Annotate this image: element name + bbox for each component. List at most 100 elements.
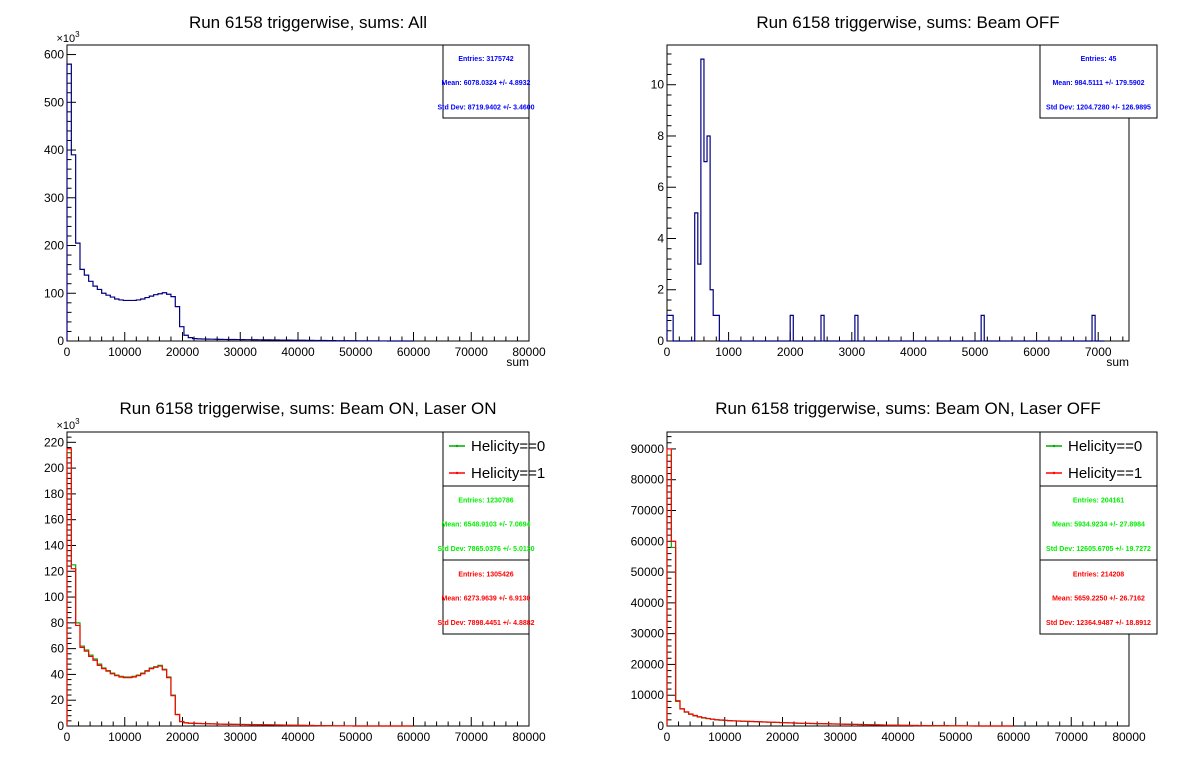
legend-box bbox=[1039, 431, 1158, 487]
x-tick-label: 70000 bbox=[455, 730, 489, 744]
y-tick-label: 2 bbox=[657, 283, 664, 297]
legend-marker bbox=[455, 471, 459, 475]
stats-mean: Mean: 6078.0324 +/- 4.8932 bbox=[442, 80, 531, 87]
histogram-series-2 bbox=[666, 448, 1014, 727]
y-tick-label: 200 bbox=[44, 461, 64, 475]
legend-box bbox=[442, 431, 530, 487]
x-tick-label: 50000 bbox=[339, 345, 373, 359]
y-tick-label: 160 bbox=[44, 513, 64, 527]
x-tick-label: 70000 bbox=[455, 345, 489, 359]
y-tick-label: 140 bbox=[44, 538, 64, 552]
y-tick-label: 0 bbox=[657, 334, 664, 348]
y-tick-label: 120 bbox=[44, 564, 64, 578]
x-axis-label: sum bbox=[506, 355, 529, 369]
x-tick-label: 30000 bbox=[224, 345, 258, 359]
x-tick-label: 10000 bbox=[708, 730, 742, 744]
stats-std: Std Dev: 7865.0376 +/- 5.0130 bbox=[437, 546, 534, 553]
x-tick-label: 3000 bbox=[838, 345, 865, 359]
y-tick-label: 6 bbox=[657, 180, 664, 194]
stats-entries: Entries: 1305426 bbox=[458, 571, 513, 578]
x-tick-label: 20000 bbox=[166, 345, 200, 359]
y-axis-exponent: 3 bbox=[75, 30, 80, 39]
x-tick-label: 80000 bbox=[1112, 730, 1146, 744]
legend-label: Helicity==0 bbox=[471, 438, 545, 455]
stats-mean: Mean: 6548.9103 +/- 7.0694 bbox=[442, 522, 531, 529]
y-tick-label: 40000 bbox=[631, 596, 665, 610]
y-tick-label: 180 bbox=[44, 487, 64, 501]
x-tick-label: 40000 bbox=[281, 730, 315, 744]
stats-box bbox=[442, 559, 530, 635]
x-tick-label: 7000 bbox=[1085, 345, 1112, 359]
stats-entries: Entries: 45 bbox=[1081, 56, 1117, 63]
y-tick-label: 40 bbox=[51, 667, 65, 681]
stats-std: Std Dev: 12364.9487 +/- 18.8912 bbox=[1046, 620, 1151, 627]
chart-title: Run 6158 triggerwise, sums: All bbox=[189, 13, 427, 32]
y-tick-label: 80 bbox=[51, 616, 65, 630]
x-tick-label: 60000 bbox=[397, 730, 431, 744]
x-tick-label: 10000 bbox=[108, 345, 142, 359]
y-tick-label: 80000 bbox=[631, 473, 665, 487]
y-tick-label: 220 bbox=[44, 435, 64, 449]
y-tick-label: 600 bbox=[44, 48, 64, 62]
y-tick-label: 4 bbox=[657, 231, 664, 245]
stats-std: Std Dev: 8719.9402 +/- 3.4600 bbox=[437, 104, 534, 111]
y-tick-label: 0 bbox=[657, 719, 664, 733]
histogram-series-1 bbox=[66, 63, 414, 342]
y-tick-label: 0 bbox=[57, 334, 64, 348]
y-axis-exponent: 3 bbox=[75, 417, 80, 426]
x-tick-label: 4000 bbox=[900, 345, 927, 359]
stats-std: Std Dev: 1204.7280 +/- 126.9895 bbox=[1046, 104, 1151, 111]
y-tick-label: 60000 bbox=[631, 534, 665, 548]
x-tick-label: 6000 bbox=[1023, 345, 1050, 359]
y-tick-label: 20000 bbox=[631, 657, 665, 671]
x-tick-label: 40000 bbox=[881, 730, 915, 744]
y-tick-label: 20 bbox=[51, 693, 65, 707]
y-tick-label: 100 bbox=[44, 590, 64, 604]
x-tick-label: 60000 bbox=[397, 345, 431, 359]
legend-marker bbox=[1052, 444, 1056, 448]
stats-entries: Entries: 1230786 bbox=[458, 497, 513, 504]
x-tick-label: 2000 bbox=[777, 345, 804, 359]
stats-entries: Entries: 214208 bbox=[1073, 571, 1124, 578]
y-tick-label: 60 bbox=[51, 642, 65, 656]
chart-title: Run 6158 triggerwise, sums: Beam OFF bbox=[756, 13, 1059, 32]
y-tick-label: 200 bbox=[44, 239, 64, 253]
legend-label: Helicity==1 bbox=[471, 465, 545, 482]
y-tick-label: 500 bbox=[44, 95, 64, 109]
legend-label: Helicity==0 bbox=[1068, 438, 1142, 455]
x-tick-label: 0 bbox=[664, 730, 671, 744]
x-tick-label: 70000 bbox=[1055, 730, 1089, 744]
y-tick-label: 300 bbox=[44, 191, 64, 205]
stats-entries: Entries: 3175742 bbox=[458, 56, 513, 63]
y-tick-label: 10 bbox=[651, 78, 665, 92]
x-axis-label: sum bbox=[1106, 355, 1129, 369]
stats-entries: Entries: 204161 bbox=[1073, 497, 1124, 504]
y-tick-label: 400 bbox=[44, 143, 64, 157]
stats-box bbox=[1039, 485, 1158, 561]
histogram-series-1 bbox=[666, 58, 1105, 342]
y-axis-multiplier: ×103 bbox=[56, 417, 80, 432]
stats-box bbox=[1039, 559, 1158, 635]
x-tick-label: 1000 bbox=[715, 345, 742, 359]
x-tick-label: 50000 bbox=[939, 730, 973, 744]
x-tick-label: 80000 bbox=[512, 730, 546, 744]
y-tick-label: 100 bbox=[44, 286, 64, 300]
y-tick-label: 90000 bbox=[631, 442, 665, 456]
y-tick-label: 8 bbox=[657, 129, 664, 143]
x-tick-label: 0 bbox=[664, 345, 671, 359]
x-tick-label: 60000 bbox=[997, 730, 1031, 744]
stats-mean: Mean: 5659.2250 +/- 26.7162 bbox=[1052, 596, 1145, 603]
x-tick-label: 20000 bbox=[766, 730, 800, 744]
legend-marker bbox=[455, 444, 459, 448]
stats-box bbox=[442, 44, 530, 119]
x-tick-label: 50000 bbox=[339, 730, 373, 744]
stats-mean: Mean: 984.5111 +/- 179.5902 bbox=[1052, 80, 1144, 87]
y-tick-label: 50000 bbox=[631, 565, 665, 579]
histogram-series-1 bbox=[66, 452, 414, 727]
y-tick-label: 10000 bbox=[631, 688, 665, 702]
x-tick-label: 30000 bbox=[824, 730, 858, 744]
stats-std: Std Dev: 12605.6705 +/- 19.7272 bbox=[1046, 546, 1151, 553]
y-tick-label: 70000 bbox=[631, 504, 665, 518]
